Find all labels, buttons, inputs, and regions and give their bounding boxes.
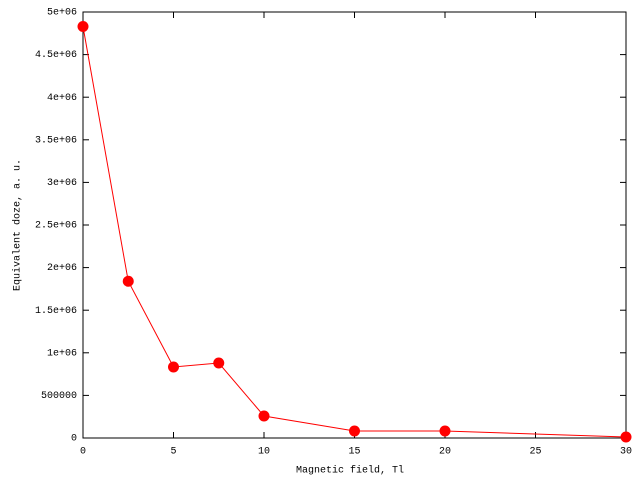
y-tick-label: 1.5e+06 bbox=[35, 306, 77, 317]
data-point bbox=[439, 425, 451, 437]
data-point bbox=[77, 20, 89, 32]
x-tick-label: 25 bbox=[529, 447, 541, 458]
y-tick-label: 4e+06 bbox=[47, 93, 77, 104]
x-tick-label: 0 bbox=[80, 447, 86, 458]
data-point bbox=[349, 425, 360, 437]
data-point bbox=[258, 410, 270, 422]
y-tick-label: 1e+06 bbox=[47, 348, 77, 359]
data-point bbox=[213, 357, 225, 369]
y-tick-label: 5e+06 bbox=[47, 8, 77, 19]
y-tick-label: 500000 bbox=[41, 391, 77, 402]
data-point bbox=[122, 275, 134, 287]
x-tick-label: 30 bbox=[620, 447, 632, 458]
x-axis-label: Magnetic field, Tl bbox=[296, 465, 404, 477]
y-tick-label: 3e+06 bbox=[47, 178, 77, 189]
data-point bbox=[620, 431, 632, 443]
x-tick-label: 5 bbox=[170, 447, 176, 458]
y-tick-label: 0 bbox=[71, 434, 77, 445]
x-tick-label: 20 bbox=[439, 447, 451, 458]
y-tick-label: 2.5e+06 bbox=[35, 221, 77, 232]
data-line bbox=[82, 26, 627, 438]
y-tick-label: 2e+06 bbox=[47, 263, 77, 274]
x-tick-label: 15 bbox=[348, 447, 360, 458]
x-tick-label: 10 bbox=[258, 447, 270, 458]
data-point bbox=[168, 361, 179, 373]
y-tick-label: 4.5e+06 bbox=[35, 50, 77, 61]
y-axis-label: Equivalent doze, a. u. bbox=[12, 159, 24, 291]
y-tick-label: 3.5e+06 bbox=[35, 135, 77, 146]
